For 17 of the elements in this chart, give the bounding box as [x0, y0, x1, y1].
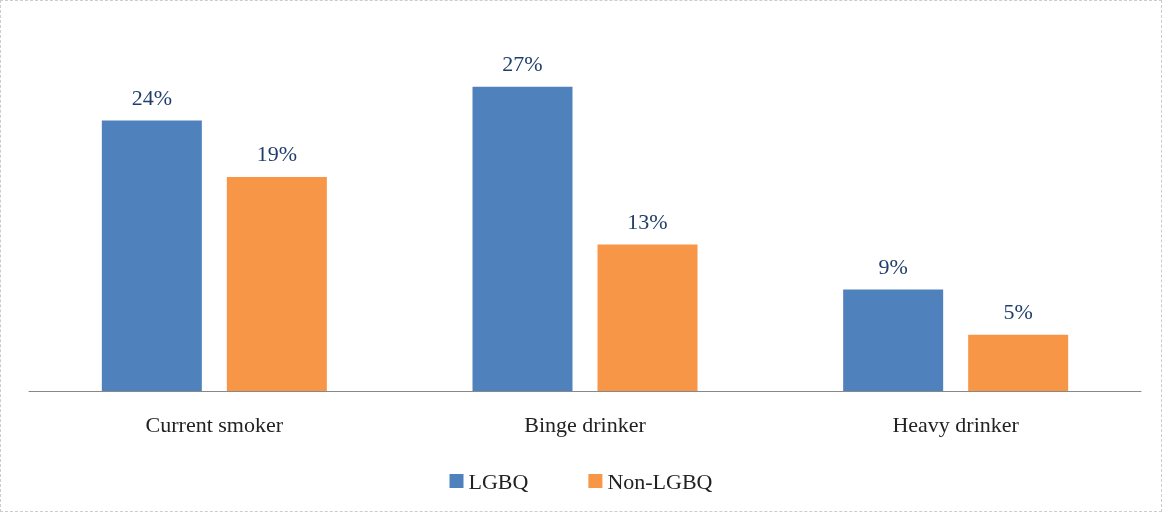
bar	[472, 86, 573, 391]
data-label: 9%	[878, 254, 908, 280]
data-label: 5%	[1003, 299, 1033, 325]
legend-label: Non-LGBQ	[607, 468, 713, 494]
data-label: 27%	[502, 51, 543, 77]
x-tick-label: Current smoker	[145, 411, 284, 437]
data-label: 19%	[256, 141, 297, 167]
bar	[968, 334, 1069, 391]
bar	[226, 176, 327, 391]
bar	[101, 120, 202, 391]
bar	[843, 289, 944, 391]
legend-label: LGBQ	[468, 468, 529, 494]
x-tick-label: Heavy drinker	[892, 411, 1020, 437]
bar	[597, 244, 698, 391]
data-label: 24%	[131, 85, 172, 111]
data-label: 13%	[627, 209, 668, 235]
x-tick-label: Binge drinker	[524, 411, 647, 437]
